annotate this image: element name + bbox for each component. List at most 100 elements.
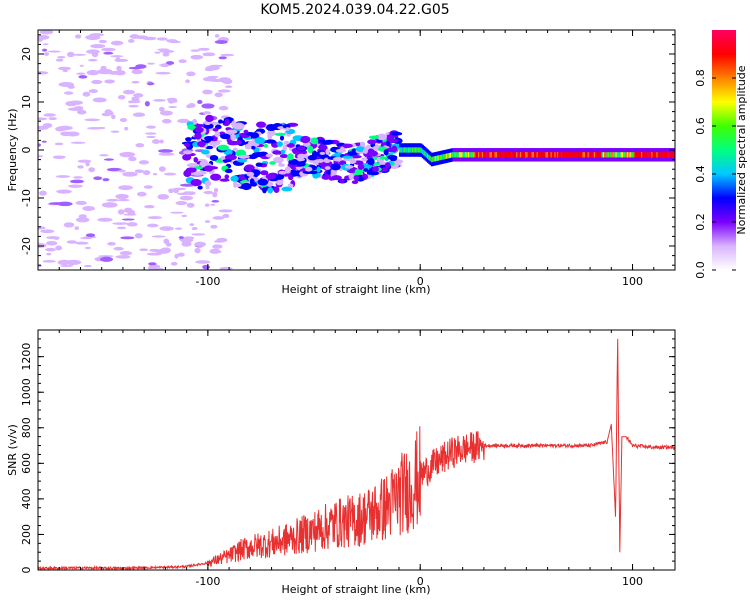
spectrogram-ridge-cell bbox=[414, 147, 417, 153]
spectrogram-cell bbox=[205, 114, 214, 123]
spectrogram-ridge-cell bbox=[616, 152, 619, 158]
spectrogram-cell bbox=[243, 129, 249, 134]
spectrogram-cell bbox=[194, 247, 201, 254]
spectrogram-cell bbox=[218, 105, 229, 111]
spectrogram-ridge-cell bbox=[597, 152, 600, 158]
spectrogram-cell bbox=[119, 151, 136, 158]
spectrogram-ridge-cell bbox=[499, 152, 502, 158]
spectrogram-cell bbox=[86, 69, 100, 76]
spectrogram-cell bbox=[202, 264, 210, 270]
spectrogram-ridge-cell bbox=[553, 152, 556, 158]
spectrogram-ridge-cell bbox=[488, 152, 491, 158]
spectrogram-cell bbox=[128, 39, 135, 43]
spectrogram-ridge-cell bbox=[544, 152, 547, 158]
spectrogram-cell bbox=[331, 175, 342, 181]
spectrogram-cell bbox=[155, 248, 171, 254]
spectrogram-cell bbox=[367, 139, 377, 145]
spectrogram-cell bbox=[368, 150, 378, 157]
spectrogram-cell bbox=[204, 68, 214, 72]
spectrogram-cell bbox=[297, 153, 306, 159]
spectrogram-y-axis-label: Frequency (Hz) bbox=[6, 109, 19, 192]
spectrogram-cell bbox=[157, 194, 169, 200]
spectrogram-ridge-cell bbox=[648, 152, 651, 158]
spectrogram-ridge-cell bbox=[477, 152, 480, 158]
snr-y-tick-label: 0 bbox=[20, 567, 33, 574]
spectrogram-ridge-cell bbox=[556, 152, 559, 158]
spectrogram-cell bbox=[224, 118, 230, 126]
spectrogram-cell bbox=[57, 125, 73, 131]
spectrogram-ridge-cell bbox=[434, 156, 437, 162]
spectrogram-cell bbox=[139, 248, 149, 252]
spectrogram-ridge-cell bbox=[576, 152, 579, 158]
spectrogram-cell bbox=[115, 193, 129, 200]
spectrogram-cell bbox=[194, 241, 206, 247]
spectrogram-ridge-cell bbox=[532, 152, 535, 158]
spectrogram-ridge-cell bbox=[582, 152, 585, 158]
spectrogram-cell bbox=[146, 223, 159, 228]
spectrogram-ridge-cell bbox=[531, 152, 534, 158]
spectrogram-cell bbox=[272, 150, 282, 155]
spectrogram-ridge-cell bbox=[560, 152, 563, 158]
spectrogram-cell bbox=[369, 171, 380, 176]
spectrogram-cell bbox=[88, 167, 95, 173]
spectrogram-cell bbox=[131, 80, 140, 84]
spectrogram-cell bbox=[57, 66, 71, 71]
spectrogram-cell bbox=[121, 218, 135, 221]
spectrogram-cell bbox=[222, 213, 230, 219]
spectrogram-cell bbox=[185, 167, 197, 173]
spectrogram-cell bbox=[128, 156, 137, 162]
spectrogram-cell bbox=[250, 132, 260, 139]
spectrogram-cell bbox=[273, 186, 280, 194]
spectrogram-ridge-cell bbox=[455, 152, 458, 158]
spectrogram-cell bbox=[219, 178, 230, 182]
colorbar-tick-label: 0.0 bbox=[694, 261, 707, 279]
spectrogram-cell bbox=[191, 226, 198, 231]
spectrogram-ridge-cell bbox=[415, 147, 418, 153]
spectrogram-cell bbox=[168, 188, 174, 194]
spectrogram-ridge-cell bbox=[534, 152, 537, 158]
spectrogram-cell bbox=[147, 82, 155, 86]
spectrogram-cell bbox=[255, 162, 263, 167]
spectrogram-ridge-cell bbox=[514, 152, 517, 158]
spectrogram-ridge-cell bbox=[474, 152, 477, 158]
spectrogram-cell bbox=[148, 262, 157, 266]
spectrogram-cell bbox=[214, 92, 223, 98]
spectrogram-cell bbox=[358, 176, 365, 180]
spectrogram-ridge-cell bbox=[649, 152, 652, 158]
spectrogram-ridge-cell bbox=[432, 156, 435, 162]
spectrogram-ridge-cell bbox=[449, 152, 452, 158]
spectrogram-ridge-cell bbox=[525, 152, 528, 158]
spectrogram-ridge-cell bbox=[451, 152, 454, 158]
spectrogram-cell bbox=[224, 85, 233, 89]
spectrogram-cell bbox=[122, 89, 135, 95]
spectrogram-cell bbox=[246, 171, 255, 177]
spectrogram-cell bbox=[159, 106, 165, 112]
spectrogram-cell bbox=[316, 166, 321, 173]
spectrogram-cell bbox=[269, 161, 276, 165]
spectrogram-ridge-cell bbox=[495, 152, 498, 158]
spectrogram-cell bbox=[117, 198, 130, 202]
snr-x-tick-label: -100 bbox=[195, 575, 220, 588]
spectrogram-cell bbox=[287, 153, 294, 161]
spectrogram-ridge-cell bbox=[518, 152, 521, 158]
colorbar: 0.0 0.2 0.4 0.6 0.8 Normalized spectral ampl… bbox=[694, 30, 748, 279]
spectrogram-ridge-cell bbox=[662, 152, 665, 158]
spectrogram-cell bbox=[128, 104, 139, 108]
spectrogram-cell bbox=[168, 105, 178, 109]
spectrogram-cell bbox=[310, 137, 319, 145]
snr-y-tick-label: 1000 bbox=[20, 378, 33, 406]
spectrogram-cell bbox=[73, 176, 83, 179]
spectrogram-cell bbox=[330, 163, 341, 171]
spectrogram-cell bbox=[68, 107, 84, 111]
spectrogram-ridge-cell bbox=[402, 147, 405, 153]
spectrogram-ridge-cell bbox=[623, 152, 626, 158]
spectrogram-cell bbox=[115, 57, 121, 62]
spectrogram-cell bbox=[324, 166, 331, 170]
spectrogram-cell bbox=[186, 202, 195, 208]
spectrogram-ridge-cell bbox=[634, 152, 637, 158]
spectrogram-ridge-cell bbox=[569, 152, 572, 158]
spectrogram-ridge-cell bbox=[602, 152, 605, 158]
spectrogram-cell bbox=[68, 184, 83, 188]
spectrogram-ridge-cell bbox=[484, 152, 487, 158]
snr-y-tick-label: 400 bbox=[20, 488, 33, 509]
